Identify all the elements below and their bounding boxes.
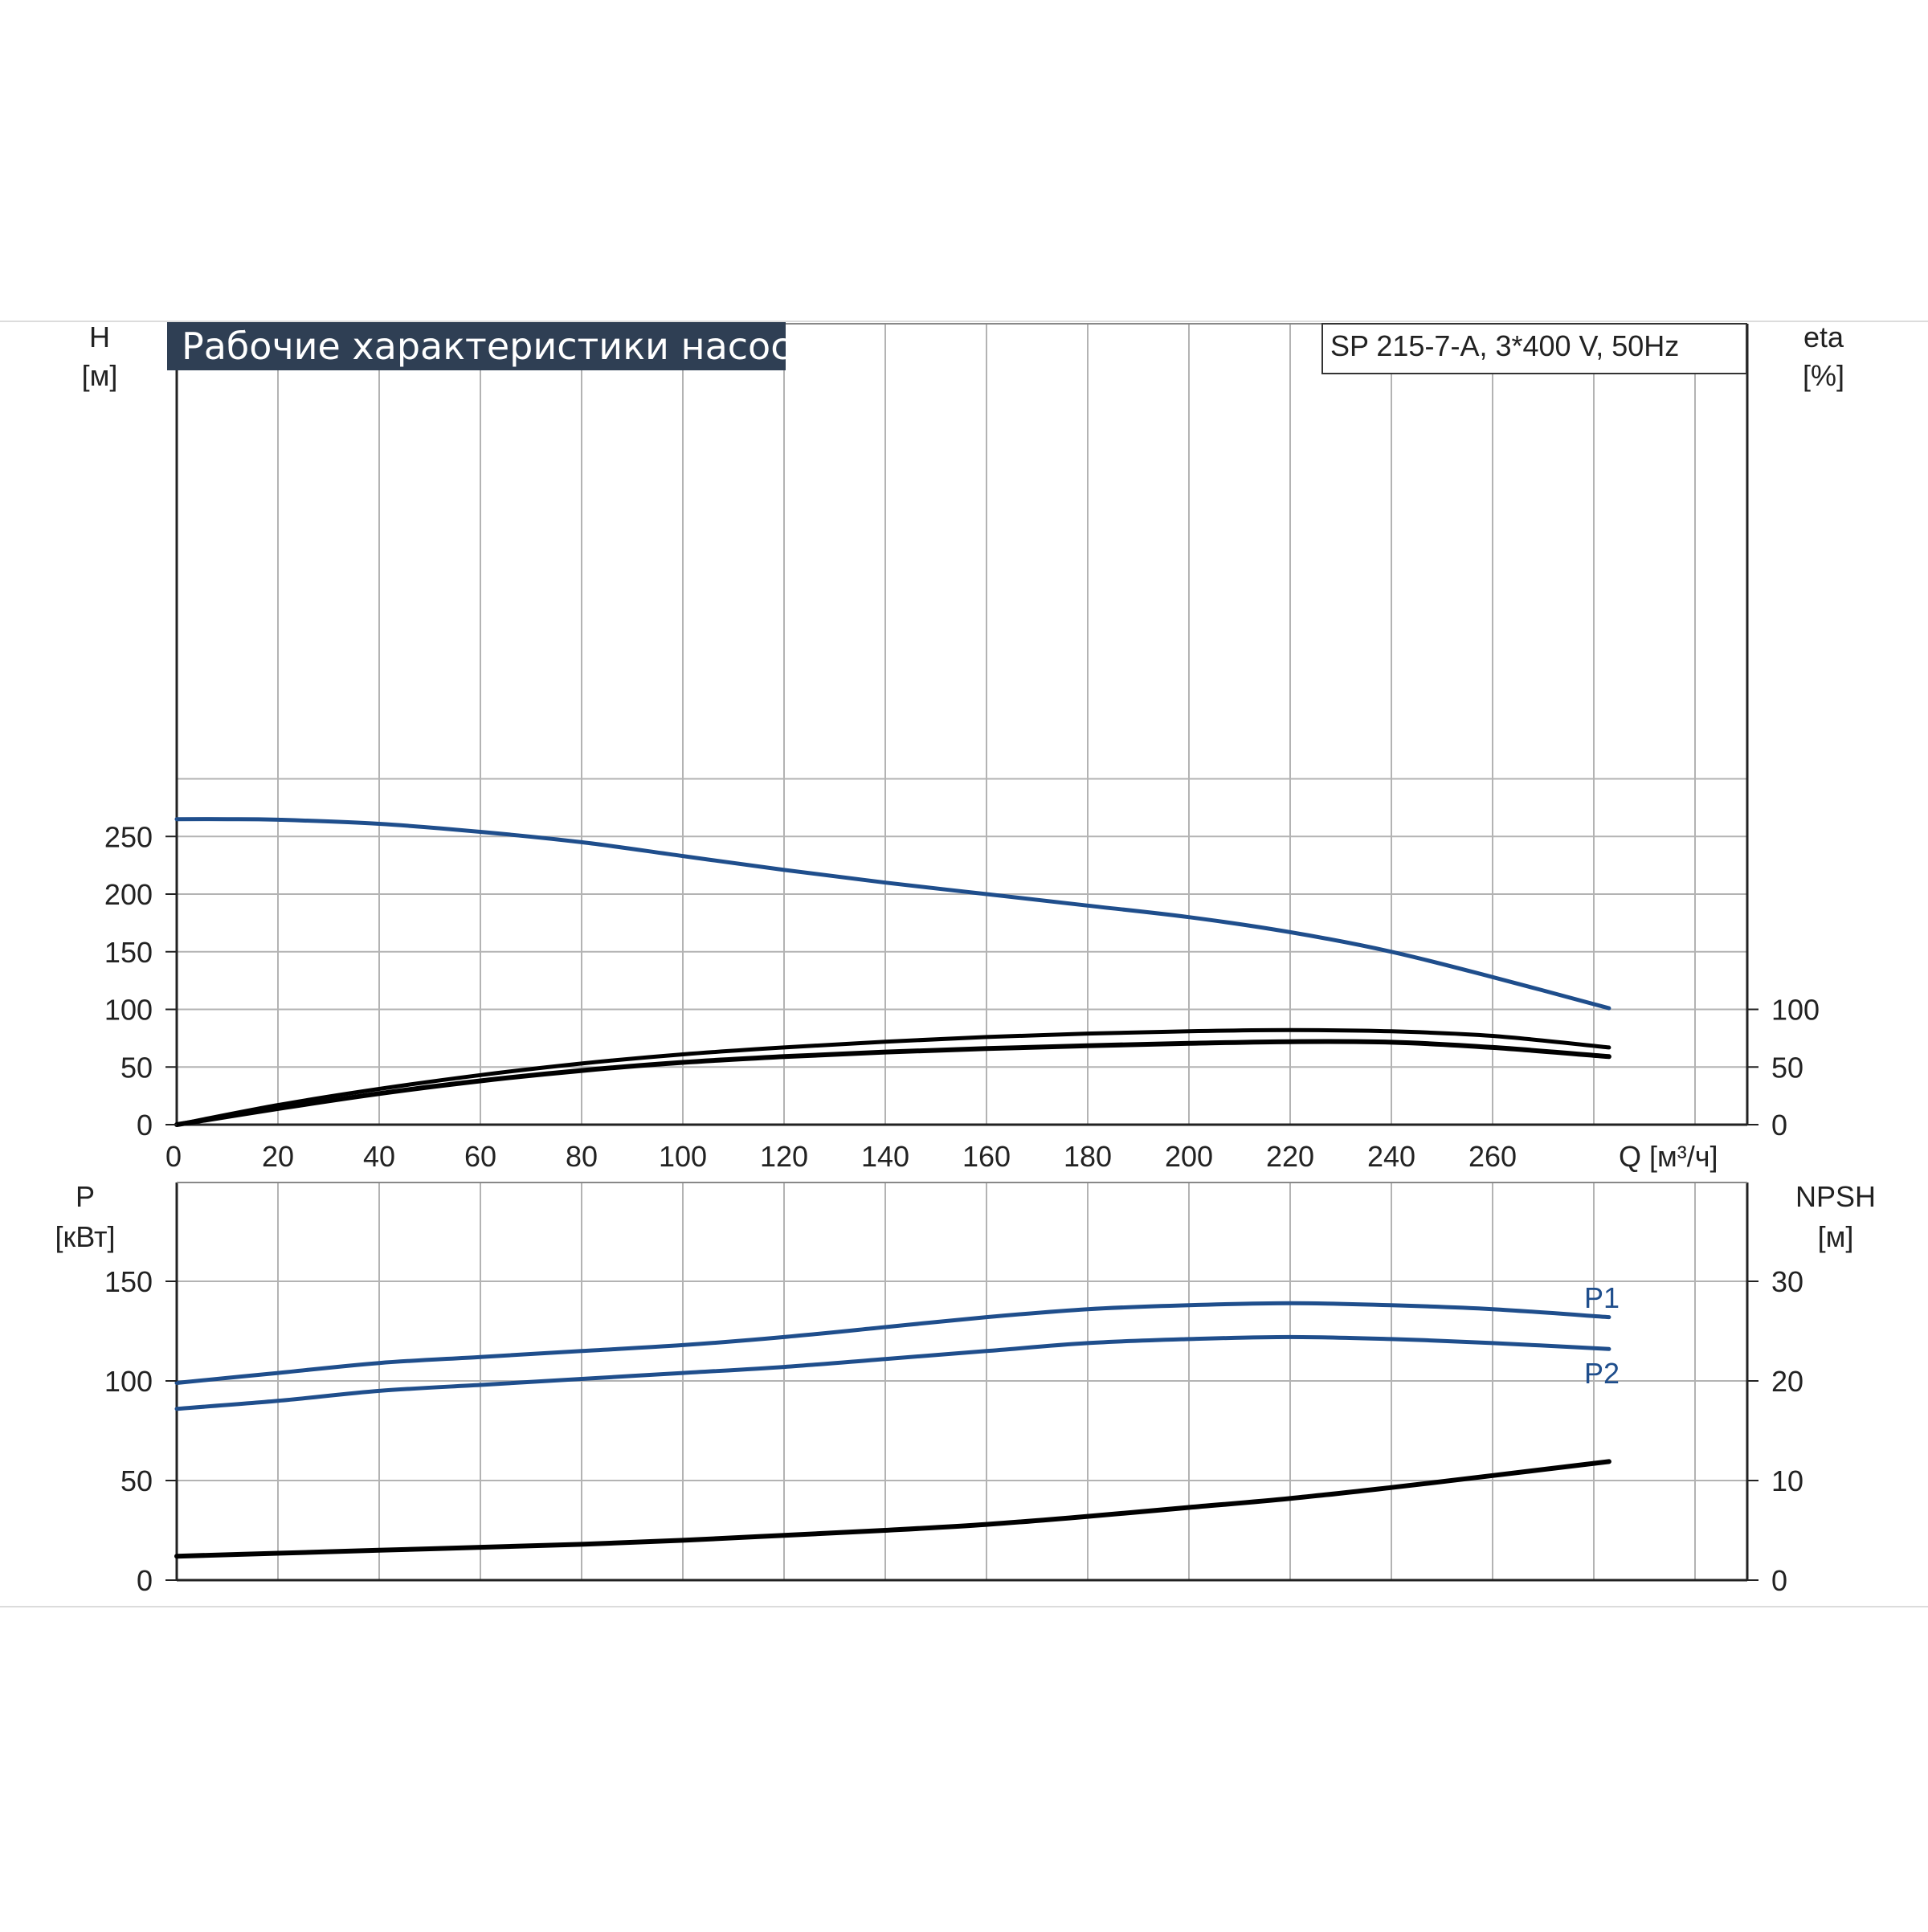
x-tick-label: 60 [464, 1140, 496, 1173]
head-efficiency-panel: 0 50 100 150 200 250 0 50 100 0 20 40 60 80 100 120 140 1… [82, 321, 1844, 1173]
x-tick-label: 160 [962, 1140, 1011, 1173]
upper-grid [175, 323, 1749, 1126]
p1-series-label: P1 [1584, 1281, 1620, 1314]
x-tick-label: 80 [566, 1140, 598, 1173]
upper-series-2-line [174, 1027, 1611, 1127]
eta-axis-label: eta [1803, 321, 1844, 353]
upper-series [174, 817, 1611, 1127]
x-tick-label: 180 [1064, 1140, 1112, 1173]
x-tick-label: 140 [861, 1140, 909, 1173]
lower-left-tick-label: 150 [104, 1265, 153, 1298]
x-tick-label: 220 [1266, 1140, 1314, 1173]
eta-axis-unit: [%] [1803, 359, 1844, 392]
lower-series-p2-line [174, 1334, 1611, 1411]
power-npsh-panel: 0 50 100 150 0 10 20 30 P [кВт] NPSH [м] P1 P2 [55, 1180, 1876, 1597]
upper-left-tick-label: 50 [120, 1051, 153, 1084]
lower-right-tick-label: 0 [1771, 1564, 1787, 1597]
x-tick-label: 200 [1165, 1140, 1213, 1173]
x-tick-label: 0 [165, 1140, 182, 1173]
power-axis-unit: [кВт] [55, 1220, 115, 1253]
npsh-axis-unit: [м] [1818, 1220, 1854, 1253]
upper-series-3-line [174, 1039, 1611, 1127]
lower-left-tick-label: 0 [137, 1564, 153, 1597]
chart-title: Рабочие характеристики насоса [182, 325, 814, 368]
npsh-axis-label: NPSH [1795, 1180, 1876, 1213]
upper-tick-labels: 0 50 100 150 200 250 0 50 100 0 20 40 60 80 100 120 140 1… [104, 820, 1820, 1173]
upper-left-tick-label: 0 [137, 1109, 153, 1142]
upper-left-tick-label: 150 [104, 936, 153, 969]
head-axis-unit: [м] [82, 359, 118, 392]
upper-right-tick-label: 100 [1771, 994, 1820, 1027]
lower-tick-labels: 0 50 100 150 0 10 20 30 [104, 1265, 1803, 1597]
x-tick-label: 100 [659, 1140, 707, 1173]
lower-right-tick-label: 10 [1771, 1464, 1803, 1497]
upper-right-tick-label: 50 [1771, 1051, 1803, 1084]
lower-series-p1-line [174, 1301, 1611, 1385]
chart-title-box [167, 322, 786, 370]
x-tick-label: 20 [262, 1140, 294, 1173]
lower-right-tick-label: 20 [1771, 1365, 1803, 1398]
x-tick-label: 260 [1468, 1140, 1517, 1173]
lower-left-tick-label: 50 [120, 1464, 153, 1497]
upper-series-1-line [174, 817, 1611, 1011]
flow-axis-label: Q [м³/ч] [1619, 1140, 1718, 1173]
p2-series-label: P2 [1584, 1357, 1620, 1390]
upper-left-tick-label: 100 [104, 994, 153, 1027]
lower-series [174, 1301, 1611, 1559]
head-axis-label: H [89, 321, 110, 353]
lower-left-tick-label: 100 [104, 1365, 153, 1398]
model-label: SP 215-7-A, 3*400 V, 50Hz [1330, 329, 1679, 362]
upper-left-tick-label: 250 [104, 820, 153, 853]
x-tick-label: 240 [1367, 1140, 1415, 1173]
upper-right-tick-label: 0 [1771, 1109, 1787, 1142]
lower-right-tick-label: 30 [1771, 1265, 1803, 1298]
lower-grid [175, 1182, 1749, 1582]
x-tick-label: 120 [760, 1140, 808, 1173]
power-axis-label: P [76, 1180, 95, 1213]
upper-left-tick-label: 200 [104, 878, 153, 911]
model-label-box [1321, 323, 1747, 374]
x-tick-label: 40 [363, 1140, 395, 1173]
lower-series-3-line [174, 1459, 1611, 1559]
